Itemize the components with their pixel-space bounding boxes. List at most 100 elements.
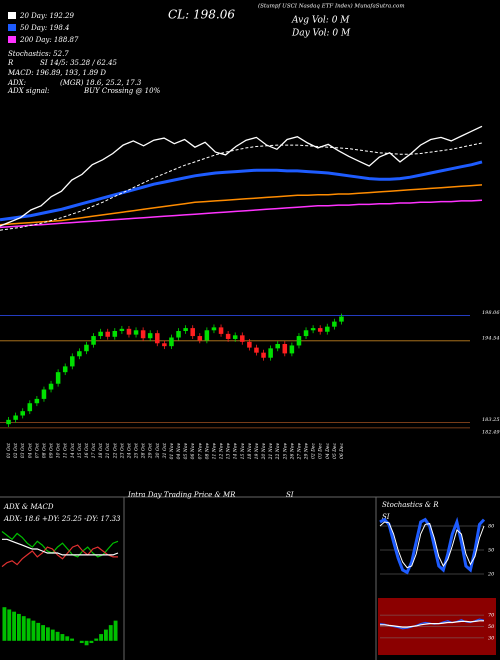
x-tick-label: 01 Nov	[169, 443, 175, 460]
candle-body	[119, 328, 125, 331]
x-tick-label: 06 Dec	[339, 443, 345, 459]
x-tick-label: 05 Nov	[183, 443, 189, 460]
candle-body	[169, 337, 174, 347]
level-label: 183.25	[482, 417, 500, 423]
candle-body	[133, 330, 139, 335]
y-tick-label: 50	[488, 548, 495, 554]
close-label: CL: 198.06	[168, 8, 235, 22]
level-label: 198.06	[482, 310, 500, 316]
series-line	[0, 125, 483, 227]
x-tick-label: 22 Nov	[275, 443, 281, 461]
bar	[113, 620, 118, 641]
candle-body	[6, 419, 11, 425]
bar	[70, 638, 75, 641]
candle-body	[77, 351, 82, 357]
candle-body	[91, 336, 96, 345]
x-tick-label: 29 Nov	[304, 443, 310, 461]
candle-body	[140, 330, 146, 339]
candle-body	[282, 344, 288, 354]
bar	[50, 629, 55, 641]
candle-body	[325, 326, 330, 332]
panel-subtitle: ADX: 18.6 +DY: 25.25 -DY: 17.33	[3, 515, 121, 523]
candle-body	[190, 328, 195, 337]
candle-body	[147, 333, 153, 339]
x-tick-label: 12 Nov	[219, 443, 225, 460]
candle-body	[13, 415, 18, 420]
x-tick-label: 24 Oct	[126, 443, 132, 459]
candle-body	[62, 366, 68, 373]
x-tick-label: 03 Dec	[318, 443, 324, 459]
x-tick-label: 17 Oct	[91, 443, 97, 458]
candle-body	[84, 344, 89, 352]
x-tick-label: 20 Nov	[261, 443, 267, 461]
bar	[99, 634, 104, 641]
series-line	[379, 516, 486, 575]
bar	[65, 636, 70, 641]
legend-label: 20 Day: 192.29	[19, 12, 74, 20]
day-vol: Day Vol: 0 M	[291, 29, 351, 39]
bar	[12, 611, 17, 641]
bar	[7, 609, 12, 641]
candle-body	[303, 330, 309, 337]
bar	[103, 629, 108, 641]
adx-signal-value: BUY Crossing @ 10%	[83, 87, 161, 95]
series-line	[1, 531, 119, 558]
bar	[41, 625, 46, 641]
bar	[89, 640, 94, 644]
x-tick-label: 13 Nov	[226, 443, 232, 460]
candle-body	[98, 331, 103, 337]
legend-label: 50 Day: 198.4	[20, 24, 70, 32]
y-tick-label: 20	[487, 572, 495, 578]
bar	[55, 631, 60, 641]
candle-body	[247, 341, 252, 348]
x-tick-label: 18 Oct	[98, 443, 104, 458]
bar	[2, 607, 7, 641]
candle-body	[27, 403, 33, 412]
bar	[31, 620, 36, 641]
x-tick-label: 11 Oct	[63, 443, 69, 458]
level-label: 194.54	[482, 335, 500, 341]
legend-label: 200 Day: 188.87	[19, 36, 79, 44]
adx-values: (MGR) 18.6, 25.2, 17.3	[60, 79, 142, 87]
series-line	[0, 184, 483, 226]
candle-body	[162, 343, 167, 347]
bar	[108, 625, 113, 641]
candle-body	[225, 333, 231, 339]
x-tick-label: 31 Oct	[162, 443, 168, 458]
candle-body	[268, 348, 273, 358]
x-tick-label: 04 Nov	[176, 443, 182, 460]
series-line	[379, 521, 485, 569]
x-tick-label: 02 Dec	[311, 443, 317, 459]
x-tick-label: 19 Nov	[254, 443, 260, 460]
candle-body	[41, 389, 47, 399]
bar	[36, 622, 41, 641]
x-tick-label: 22 Oct	[112, 443, 118, 459]
candle-body	[240, 335, 245, 342]
bar	[84, 640, 89, 646]
r-label: R	[7, 59, 14, 67]
series-line	[0, 142, 483, 231]
x-tick-label: 01 Oct	[6, 443, 12, 458]
candle-body	[218, 327, 224, 334]
x-tick-label: 07 Oct	[34, 443, 40, 458]
y-tick-label: 70	[488, 613, 495, 619]
legend-swatch	[8, 12, 16, 19]
x-tick-label: 21 Oct	[105, 443, 111, 459]
bar	[60, 634, 65, 641]
x-tick-label: 18 Nov	[247, 443, 253, 460]
x-tick-label: 15 Oct	[77, 443, 83, 458]
candle-body	[204, 330, 210, 341]
candle-body	[211, 327, 217, 331]
y-tick-label: 50	[488, 624, 495, 630]
candle-body	[332, 321, 337, 327]
x-tick-label: 08 Nov	[204, 443, 210, 460]
bar	[45, 627, 50, 641]
x-tick-label: 30 Oct	[155, 443, 161, 458]
x-tick-label: 03 Oct	[20, 443, 26, 458]
x-tick-label: 05 Dec	[332, 443, 338, 459]
bar	[79, 640, 84, 644]
y-tick-label: 30	[488, 635, 495, 641]
